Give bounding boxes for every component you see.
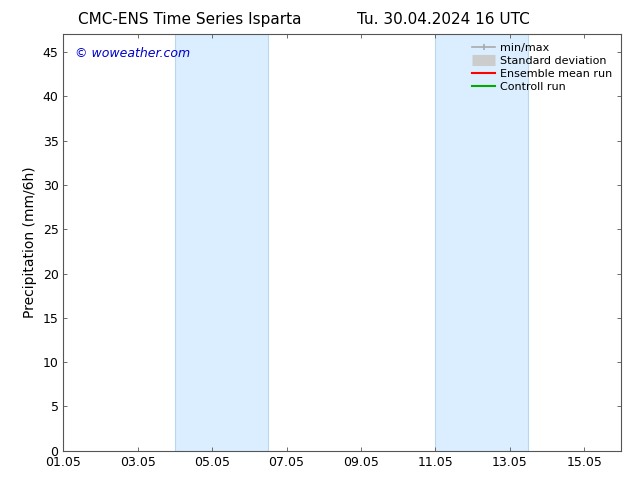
Y-axis label: Precipitation (mm/6h): Precipitation (mm/6h) xyxy=(23,167,37,318)
Legend: min/max, Standard deviation, Ensemble mean run, Controll run: min/max, Standard deviation, Ensemble me… xyxy=(469,40,616,95)
Text: Tu. 30.04.2024 16 UTC: Tu. 30.04.2024 16 UTC xyxy=(358,12,530,27)
Bar xyxy=(175,34,268,451)
Text: © woweather.com: © woweather.com xyxy=(75,47,190,60)
Text: CMC-ENS Time Series Isparta: CMC-ENS Time Series Isparta xyxy=(79,12,302,27)
Bar xyxy=(436,34,528,451)
